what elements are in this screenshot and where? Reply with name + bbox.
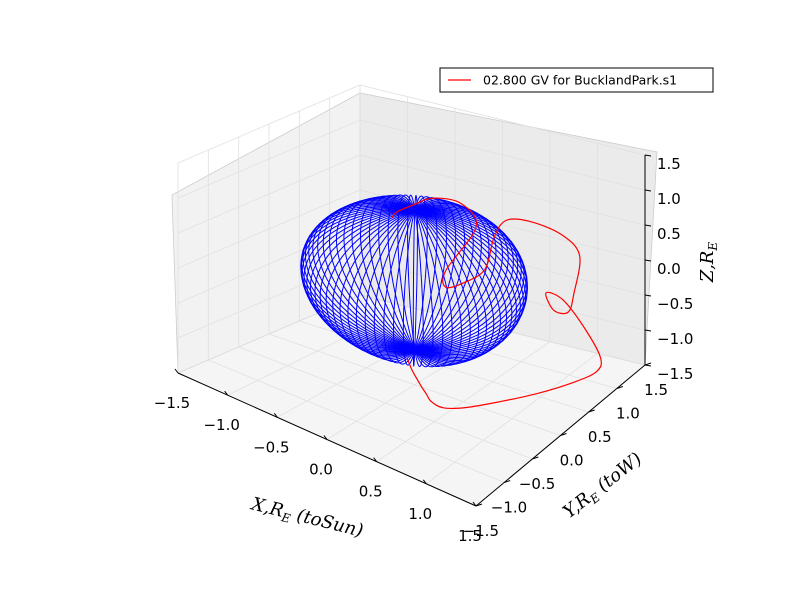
x-axis-label: X,RE (toSun): [247, 493, 365, 543]
x-tick-label: −1.0: [203, 416, 239, 434]
trajectory-line: [391, 197, 602, 410]
axis-lines: [174, 154, 652, 507]
y-tick-mark: [588, 409, 595, 413]
y-tick-mark: [560, 433, 567, 436]
y-tick-label: 1.0: [616, 405, 640, 423]
y-tick-label: −1.0: [491, 499, 527, 517]
grid-line: [359, 84, 646, 156]
y-tick-label: 1.5: [644, 381, 668, 399]
x-tick-mark: [323, 435, 328, 440]
earth-wireframe-series: [300, 194, 529, 368]
z-tick-label: −1.5: [657, 365, 693, 383]
x-tick-label: 1.5: [458, 527, 482, 545]
y-tick-mark: [532, 456, 539, 460]
x-tick-mark: [224, 390, 229, 396]
y-tick-mark: [475, 503, 483, 507]
grid-line: [177, 84, 361, 164]
x-tick-label: 1.0: [408, 505, 432, 523]
x-tick-label: −0.5: [253, 438, 289, 456]
y-tick-label: −1.5: [463, 522, 499, 540]
z-tick-label: 0.0: [657, 260, 681, 278]
y-tick-mark: [616, 386, 623, 389]
y-tick-label: 0.0: [560, 452, 584, 470]
z-axis-label: Z,RE: [697, 242, 720, 283]
grid-line: [177, 119, 361, 199]
z-tick-mark: [644, 224, 652, 227]
x-tick-label: −1.5: [154, 394, 190, 412]
x-tick-mark: [422, 479, 427, 485]
x-tick-label: 0.5: [359, 483, 383, 501]
z-tick-label: −0.5: [657, 295, 693, 313]
sphere-meridian: [322, 200, 508, 360]
y-tick-label: −0.5: [519, 475, 555, 493]
z-tick-label: 1.5: [657, 155, 681, 173]
tick-labels: −1.5−1.0−0.50.00.51.01.5−1.5−1.0−0.50.00…: [154, 155, 694, 545]
x-tick-mark: [373, 457, 378, 462]
y-tick-label: 0.5: [588, 428, 612, 446]
grid-line: [359, 119, 646, 191]
legend-label: 02.800 GV for BucklandPark.s1: [483, 73, 677, 88]
y-tick-mark: [504, 480, 511, 483]
z-tick-mark: [644, 154, 652, 157]
z-tick-label: 0.5: [657, 225, 681, 243]
z-tick-mark: [644, 294, 652, 297]
x-tick-mark: [174, 368, 179, 374]
z-tick-mark: [644, 189, 652, 192]
legend: 02.800 GV for BucklandPark.s1: [439, 67, 714, 93]
x-tick-mark: [273, 413, 278, 418]
x-tick-label: 0.0: [309, 461, 333, 479]
z-tick-label: 1.0: [657, 190, 681, 208]
z-tick-label: −1.0: [657, 330, 693, 348]
z-tick-mark: [644, 259, 652, 262]
x-tick-mark: [472, 501, 477, 507]
legend-box: [439, 67, 714, 93]
y-tick-mark: [644, 362, 652, 366]
z-tick-mark: [644, 329, 652, 332]
trajectory-series: [391, 197, 602, 410]
